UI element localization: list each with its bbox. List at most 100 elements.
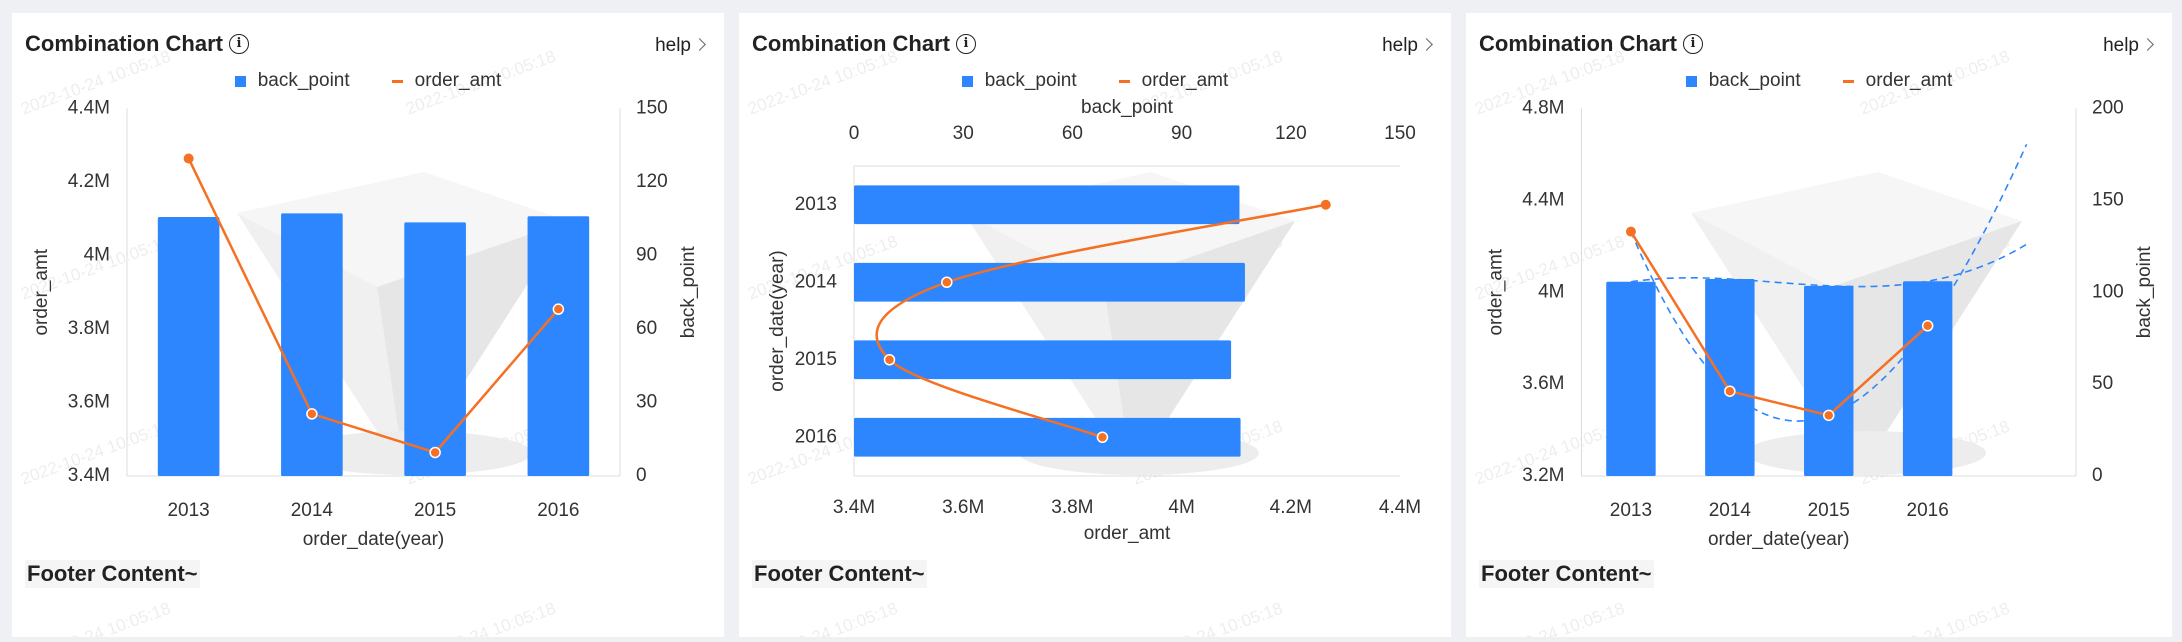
- bottom-x-tick-label: 4M: [1168, 497, 1194, 518]
- left-y-tick-label: 3.2M: [1522, 465, 1564, 486]
- x-axis-title: order_date(year): [303, 529, 445, 550]
- right-y-tick-label: 30: [636, 392, 657, 413]
- chart-canvas: 3.2M 3.6M 4M 4.4M 4.8M 0 50 100 150 200 order_date…: [1486, 98, 2156, 551]
- chart-title: Combination Chart i: [1479, 31, 1703, 57]
- x-tick-label: 2014: [1709, 500, 1752, 521]
- right-y-tick-label: 90: [636, 245, 657, 266]
- x-axis-title: order_date(year): [1708, 529, 1850, 550]
- bar-back-point-2015: [404, 222, 466, 476]
- left-y-axis-title: order_amt: [31, 248, 52, 335]
- bottom-x-tick-label: 4.2M: [1270, 497, 1312, 518]
- chevron-right-icon: [1420, 38, 1433, 51]
- bar-back-point-2016: [854, 417, 1241, 457]
- right-y-tick-label: 0: [2092, 465, 2103, 486]
- bottom-x-tick-label: 4.4M: [1379, 497, 1421, 518]
- left-y-tick-label: 4.4M: [1522, 189, 1564, 210]
- chart-title: Combination Chart i: [752, 31, 976, 57]
- legend-square-icon: [961, 75, 973, 87]
- bottom-x-tick-label: 3.8M: [1051, 497, 1093, 518]
- chart-canvas: 3.4M 3.6M 3.8M 4M 4.2M 4.4M 0 30 60 90 120 150 order…: [31, 98, 699, 551]
- right-y-tick-label: 100: [2092, 281, 2124, 302]
- combination-chart-card-3: 2022-10-24 10:05:18 2022-10-24 10:05:18 20…: [1466, 13, 2172, 637]
- point-order-amt-2015: [1823, 409, 1835, 422]
- line-order-amt: [1629, 230, 1929, 417]
- bar-back-point-2016: [1902, 281, 1953, 476]
- top-x-tick-label: 0: [849, 123, 860, 144]
- left-y-tick-label: 4.2M: [68, 171, 110, 192]
- help-link[interactable]: help: [1382, 35, 1433, 57]
- point-order-amt-2013: [1320, 199, 1331, 210]
- bar-back-point-2014: [1705, 279, 1755, 476]
- info-circle-icon[interactable]: i: [956, 34, 976, 54]
- help-link[interactable]: help: [655, 35, 706, 57]
- top-x-axis-title: back_point: [1081, 97, 1174, 118]
- chart-legend: back_point order_amt: [739, 70, 1451, 92]
- point-order-amt-2016: [552, 303, 565, 315]
- left-y-tick-label: 3.8M: [68, 318, 110, 339]
- left-y-tick-label: 3.4M: [68, 465, 110, 486]
- y-axis-title: order_date(year): [767, 250, 788, 392]
- y-tick-label: 2013: [795, 194, 837, 215]
- point-order-amt-2014: [306, 408, 318, 420]
- info-circle-icon[interactable]: i: [1683, 34, 1703, 54]
- info-circle-icon[interactable]: i: [229, 34, 249, 54]
- legend-item-order-amt[interactable]: order_amt: [1118, 70, 1228, 92]
- help-label: help: [655, 35, 691, 56]
- x-tick-label: 2016: [537, 500, 579, 521]
- left-y-tick-label: 3.6M: [68, 392, 110, 413]
- card-footer: Footer Content~: [25, 560, 200, 588]
- chart-legend: back_point order_amt: [1466, 70, 2172, 92]
- top-x-tick-label: 120: [1275, 123, 1307, 144]
- chart-title-text: Combination Chart: [752, 31, 950, 56]
- chevron-right-icon: [2141, 38, 2154, 51]
- help-link[interactable]: help: [2103, 35, 2154, 57]
- top-x-tick-label: 150: [1384, 123, 1416, 144]
- legend-item-back-point[interactable]: back_point: [1685, 70, 1801, 92]
- combination-chart-card-2: 2022-10-24 10:05:18 2022-10-24 10:05:18 20…: [739, 13, 1451, 637]
- right-y-tick-label: 50: [2092, 373, 2113, 394]
- legend-item-back-point[interactable]: back_point: [234, 70, 350, 92]
- right-y-tick-label: 0: [636, 465, 647, 486]
- y-tick-label: 2016: [795, 426, 837, 447]
- trendline-order_amt: [1630, 144, 2028, 422]
- bar-back-point-2016: [527, 216, 590, 477]
- left-y-tick-label: 4.4M: [68, 98, 110, 119]
- right-y-tick-label: 120: [636, 171, 668, 192]
- bottom-x-axis-title: order_amt: [1084, 523, 1171, 544]
- chart-legend: back_point order_amt: [12, 70, 724, 92]
- y-tick-label: 2014: [795, 271, 838, 292]
- bar-back-point-2013: [157, 217, 220, 476]
- left-y-tick-label: 3.6M: [1522, 373, 1564, 394]
- legend-dash-icon: [1118, 79, 1130, 83]
- combination-chart-card-1: 2022-10-24 10:05:18 2022-10-24 10:05:18 20…: [12, 13, 724, 637]
- point-order-amt-2013: [1625, 226, 1636, 237]
- right-y-tick-label: 150: [636, 98, 668, 119]
- right-y-tick-label: 200: [2092, 98, 2124, 119]
- x-tick-label: 2013: [1610, 500, 1652, 521]
- legend-label: order_amt: [1865, 70, 1953, 91]
- right-y-axis-title: back_point: [678, 246, 699, 339]
- point-order-amt-2014: [941, 276, 953, 288]
- legend-label: back_point: [984, 70, 1077, 91]
- chevron-right-icon: [693, 38, 706, 51]
- point-order-amt-2013: [183, 153, 194, 164]
- legend-square-icon: [234, 75, 246, 87]
- legend-item-order-amt[interactable]: order_amt: [1842, 70, 1953, 92]
- legend-label: order_amt: [414, 70, 502, 91]
- legend-item-order-amt[interactable]: order_amt: [391, 70, 502, 92]
- x-tick-label: 2013: [167, 500, 209, 521]
- left-y-axis-title: order_amt: [1486, 248, 1507, 335]
- point-order-amt-2015: [429, 446, 441, 459]
- help-label: help: [1382, 35, 1418, 56]
- y-tick-label: 2015: [795, 349, 837, 370]
- trendline-back_point: [1630, 243, 2027, 288]
- bar-back-point-2014: [854, 262, 1245, 302]
- card-footer: Footer Content~: [1479, 560, 1654, 588]
- x-tick-label: 2016: [1907, 500, 1949, 521]
- legend-dash-icon: [1842, 79, 1854, 83]
- legend-item-back-point[interactable]: back_point: [961, 70, 1077, 92]
- top-x-tick-label: 30: [953, 123, 974, 144]
- point-order-amt-2014: [1724, 385, 1736, 397]
- legend-label: back_point: [257, 70, 350, 91]
- bar-back-point-2014: [281, 213, 343, 477]
